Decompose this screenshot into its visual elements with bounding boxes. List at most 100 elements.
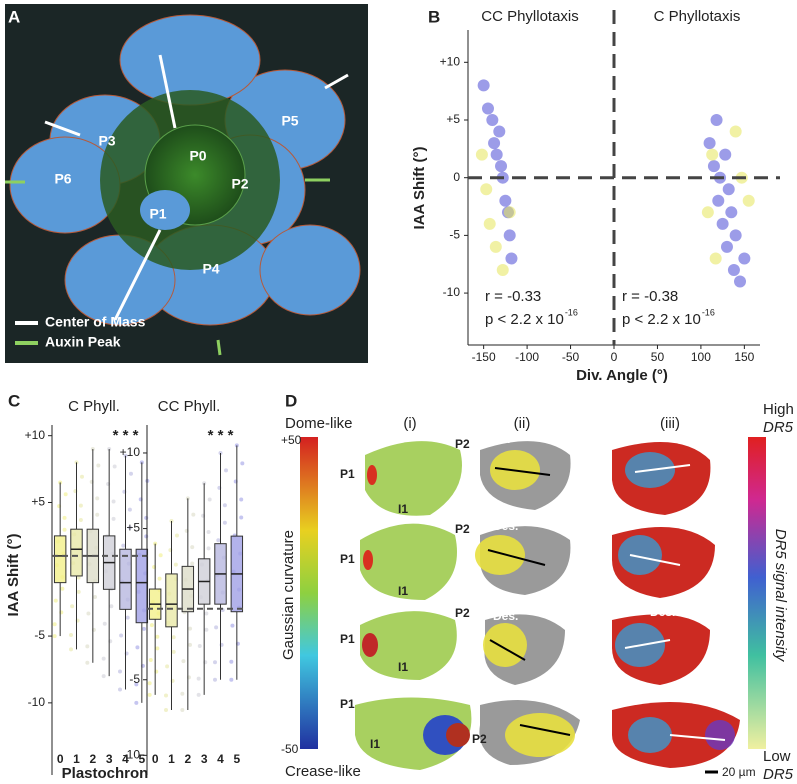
jitter — [175, 533, 179, 538]
point — [710, 114, 723, 126]
jitter — [111, 499, 116, 504]
point — [499, 194, 512, 207]
column-label: (iii) — [660, 415, 680, 432]
annotation: r = -0.38 — [622, 288, 678, 305]
point — [475, 148, 488, 161]
des-label: Des. — [650, 515, 675, 529]
scale-label: High — [763, 401, 794, 418]
x-tick-label: 3 — [201, 752, 208, 766]
jitter — [229, 659, 234, 664]
y-axis-label: IAA Shift (°) — [411, 147, 428, 230]
jitter — [188, 642, 193, 647]
y-tick-label: -5 — [449, 228, 460, 242]
legend-entry: Auxin Peak — [45, 334, 121, 350]
row-label: P1 — [340, 697, 355, 711]
box — [70, 528, 83, 577]
primordium-label: P5 — [281, 113, 298, 129]
point — [703, 137, 716, 150]
jitter — [85, 644, 90, 649]
des-label: Des. — [488, 764, 513, 778]
panel-letter: C — [8, 391, 20, 410]
jitter — [239, 515, 244, 520]
jitter — [134, 682, 139, 687]
jitter — [214, 625, 219, 630]
point — [490, 148, 503, 161]
scale-label: Low — [763, 748, 791, 765]
point — [483, 217, 496, 230]
jitter — [80, 474, 84, 479]
primordium-label: P2 — [231, 176, 248, 192]
point — [709, 252, 722, 265]
jitter — [239, 497, 244, 502]
jitter — [134, 700, 139, 705]
x-tick-label: 2 — [184, 752, 191, 766]
row-label: I1 — [370, 737, 380, 751]
jitter — [148, 657, 153, 662]
x-tick-label: 5 — [138, 752, 145, 766]
panel-d-images — [300, 437, 766, 774]
primordium-label: P1 — [149, 206, 166, 222]
x-tick-label: 4 — [122, 752, 129, 766]
jitter — [206, 530, 211, 535]
x-tick-label: 1 — [73, 752, 80, 766]
point — [486, 114, 499, 126]
jitter — [96, 463, 101, 468]
jitter — [230, 623, 235, 628]
jitter — [127, 507, 132, 512]
jitter — [76, 589, 81, 594]
jitter — [118, 669, 122, 674]
row-label: I1 — [398, 584, 408, 598]
row-label: P1 — [340, 552, 355, 566]
scale-label: Crease-like — [285, 763, 361, 780]
box — [53, 535, 67, 584]
jitter — [119, 633, 124, 638]
jitter — [147, 681, 152, 686]
point — [734, 275, 747, 288]
jitter — [121, 543, 126, 548]
jitter — [69, 647, 73, 652]
y-tick-label: +10 — [440, 54, 461, 68]
jitter — [69, 633, 73, 638]
jitter — [53, 598, 58, 603]
panel-letter: B — [428, 7, 440, 26]
scale-label: DR5 — [763, 419, 794, 436]
y-tick-label: +5 — [31, 495, 45, 509]
jitter — [240, 461, 245, 466]
jitter — [206, 546, 211, 551]
jitter — [158, 553, 163, 558]
jitter — [95, 512, 100, 517]
jitter — [181, 659, 186, 664]
row-label: I1 — [398, 502, 408, 516]
x-tick-label: 100 — [691, 350, 711, 364]
jitter — [127, 525, 132, 530]
x-tick-label: -150 — [472, 350, 496, 364]
jitter — [171, 635, 176, 640]
point — [722, 183, 735, 196]
jitter — [164, 693, 168, 698]
jitter — [165, 664, 170, 669]
row-label: P2 — [472, 732, 487, 746]
y-tick-label: +10 — [120, 445, 141, 459]
annotation: p < 2.2 x 10 — [622, 311, 701, 328]
point — [720, 240, 733, 253]
jitter — [180, 707, 185, 712]
x-tick-label: 3 — [106, 752, 113, 766]
jitter — [188, 626, 193, 631]
jitter — [190, 545, 195, 550]
x-axis-label: Plastochron — [62, 765, 149, 782]
jitter — [216, 538, 221, 543]
column-label: (i) — [403, 415, 416, 432]
panel-letter: A — [8, 7, 20, 26]
des-label: Des. — [493, 519, 518, 533]
scale-label: DR5 — [763, 766, 794, 783]
point — [701, 206, 714, 219]
annotation: p < 2.2 x 10 — [485, 311, 564, 328]
x-tick-label: 1 — [168, 752, 175, 766]
point — [488, 137, 501, 150]
point — [503, 206, 516, 219]
jitter — [229, 677, 234, 682]
jitter — [142, 626, 147, 631]
point — [477, 79, 490, 92]
jitter — [196, 692, 201, 697]
jitter — [135, 645, 140, 650]
